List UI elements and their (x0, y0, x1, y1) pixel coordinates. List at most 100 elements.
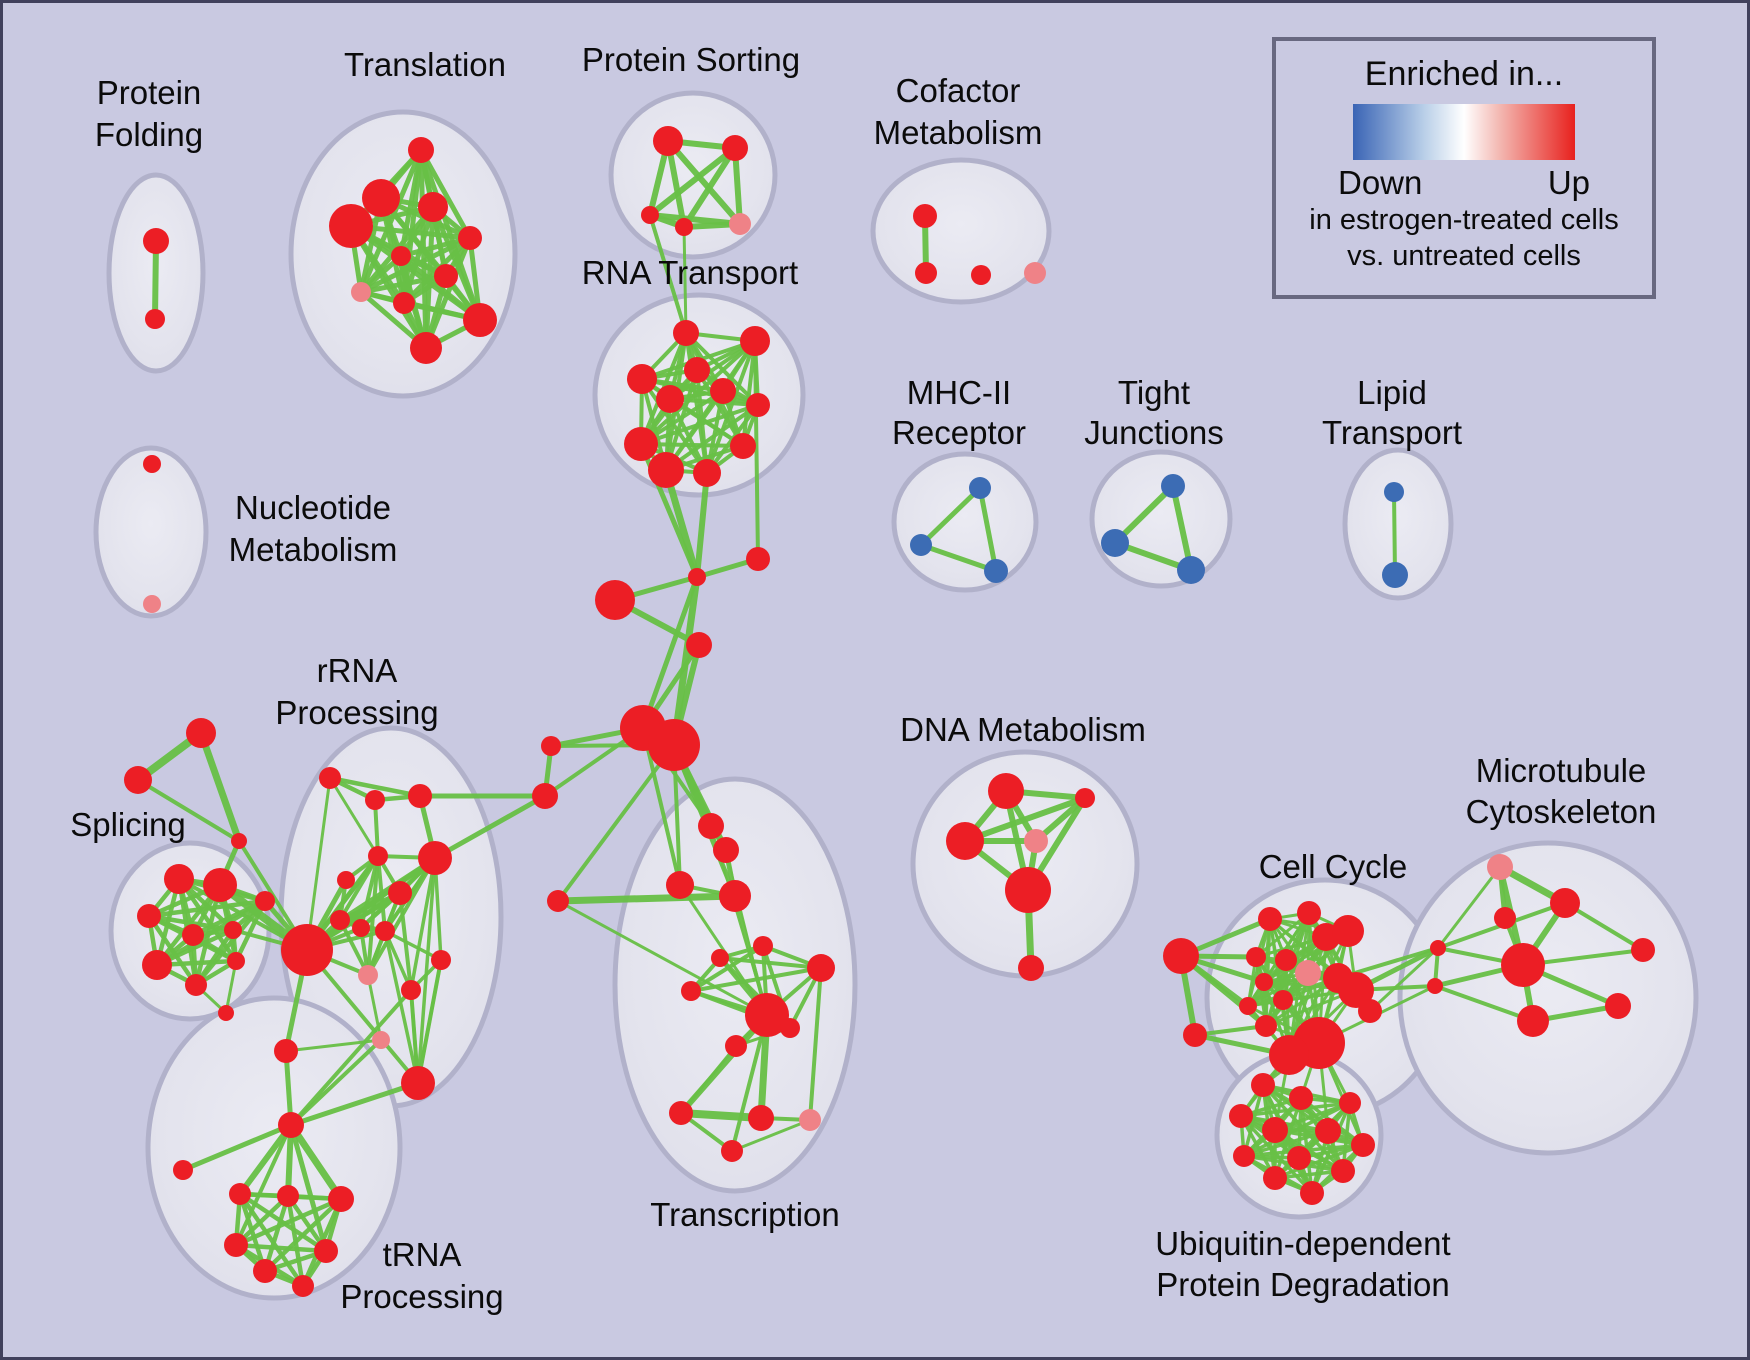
graph-node (698, 813, 724, 839)
graph-node (124, 766, 152, 794)
graph-node (292, 1275, 314, 1297)
graph-edge (289, 988, 413, 1127)
graph-node (274, 1039, 298, 1063)
graph-node (362, 179, 400, 217)
graph-node (1297, 901, 1321, 925)
graph-node (143, 228, 169, 254)
graph-node (681, 981, 701, 1001)
graph-node (684, 357, 710, 383)
cluster-label-rna-transport: RNA Transport (582, 254, 798, 291)
graph-edge (1368, 946, 1440, 1013)
graph-node (1269, 1035, 1309, 1075)
graph-node (218, 1005, 234, 1021)
graph-edge (433, 856, 443, 962)
graph-node (328, 1186, 354, 1212)
graph-node (1631, 938, 1655, 962)
graph-edge (328, 776, 380, 858)
cluster-bubble-microtubule-cytoskeleton (1397, 840, 1699, 1156)
graph-node (693, 459, 721, 487)
graph-node (1494, 907, 1516, 929)
graph-edge (262, 1193, 291, 1274)
graph-node (1287, 1146, 1311, 1170)
graph-node (434, 264, 458, 288)
graph-node (745, 993, 789, 1037)
graph-node (748, 1105, 774, 1131)
graph-node (182, 924, 204, 946)
graph-node (1246, 947, 1266, 967)
graph-edge (1433, 984, 1535, 1023)
graph-edge (977, 485, 999, 574)
graph-node (278, 1112, 304, 1138)
graph-node (1255, 973, 1273, 991)
graph-node (1262, 1117, 1288, 1143)
graph-node (1177, 556, 1205, 584)
graph-node (372, 1031, 390, 1049)
graph-node (740, 326, 770, 356)
graph-node (388, 881, 412, 905)
cluster-bubble-mhc-ii-receptor (891, 451, 1039, 593)
graph-node (730, 433, 756, 459)
graph-edge (647, 145, 738, 218)
graph-edge (918, 542, 999, 574)
graph-node (1273, 990, 1293, 1010)
graph-node (1024, 829, 1048, 853)
graph-node (719, 880, 751, 912)
graph-edge (705, 339, 757, 475)
cluster-label-dna-metabolism: DNA Metabolism (900, 711, 1146, 748)
graph-node (1233, 1145, 1255, 1167)
graph-edge (1170, 483, 1194, 573)
graph-edge (556, 899, 769, 1017)
legend-down-label: Down (1338, 164, 1423, 201)
graph-node (1163, 938, 1199, 974)
graph-node (227, 952, 245, 970)
cluster-label-ubiquitin-degradation: Ubiquitin-dependent Protein Degradation (1155, 1225, 1450, 1303)
graph-node (713, 837, 739, 863)
graph-edge (648, 213, 688, 335)
graph-edge (662, 466, 701, 581)
graph-node (656, 385, 684, 413)
graph-node (1024, 262, 1046, 284)
graph-node (807, 954, 835, 982)
graph-edge (398, 891, 413, 992)
graph-node (984, 559, 1008, 583)
graph-node (224, 921, 242, 939)
graph-node (463, 303, 497, 337)
graph-edge (694, 470, 710, 580)
graph-edge (383, 929, 443, 962)
graph-edge (1273, 1143, 1365, 1180)
graph-edge (753, 339, 760, 561)
graph-node (145, 309, 165, 329)
graph-edge (639, 442, 745, 448)
graph-edge (677, 1109, 765, 1122)
graph-node (653, 126, 683, 156)
graph-edge (962, 795, 1088, 844)
cluster-label-rrna-processing: rRNA Processing (275, 652, 438, 731)
graph-node (281, 924, 333, 976)
graph-edge (288, 1080, 421, 1128)
graph-node (1075, 788, 1095, 808)
graph-node (688, 568, 706, 586)
graph-node (673, 320, 699, 346)
graph-edge (918, 485, 983, 548)
graph-node (1339, 1092, 1361, 1114)
graph-edge (432, 793, 548, 861)
graph-node (710, 378, 736, 404)
graph-node (418, 192, 448, 222)
enrichment-map: Protein Folding Translation Protein Sorting… (70, 41, 1699, 1315)
graph-node (224, 1233, 248, 1257)
graph-edge (664, 403, 760, 472)
graph-edge (233, 1196, 344, 1248)
graph-edge (1563, 901, 1645, 952)
graph-node (1295, 960, 1321, 986)
cluster-bubble-cofactor-metabolism (870, 157, 1052, 305)
graph-node (408, 137, 434, 163)
graph-node (368, 846, 388, 866)
cluster-bubble-tight-junctions (1089, 449, 1233, 589)
graph-edge (665, 138, 743, 227)
graph-edge (180, 1122, 294, 1173)
graph-edge (262, 1196, 344, 1274)
graph-node (686, 632, 712, 658)
legend: Enriched in... Down Up in estrogen-treat… (1272, 37, 1656, 299)
graph-node (913, 204, 937, 228)
